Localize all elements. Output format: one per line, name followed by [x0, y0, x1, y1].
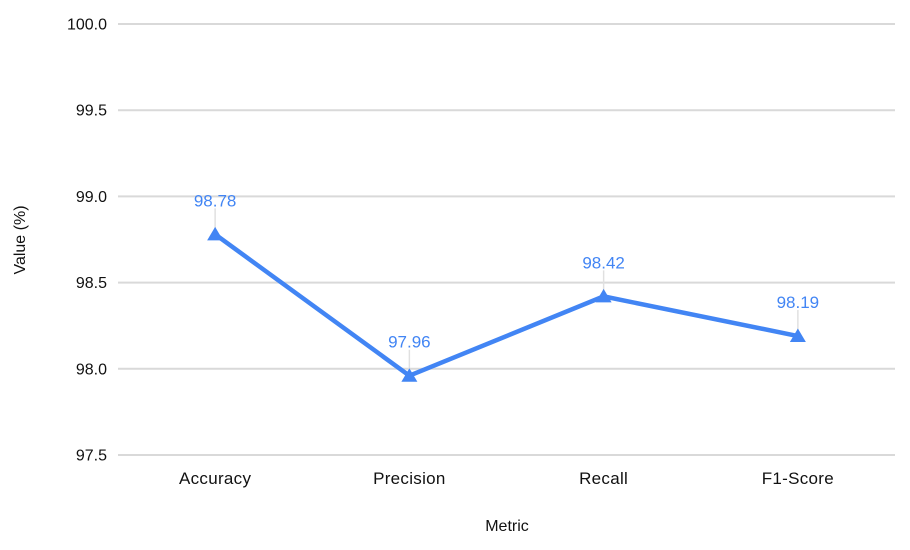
- x-tick-label: F1-Score: [762, 469, 834, 488]
- data-point-marker: [789, 328, 806, 343]
- data-point-label: 98.19: [777, 293, 820, 312]
- y-tick-label: 98.5: [76, 275, 107, 292]
- series-line: [212, 232, 801, 378]
- axis-tick-layer: 100.0 99.5 99.0 98.5 98.0 97.5 Accuracy Precisi…: [67, 17, 834, 489]
- data-point-marker: [401, 368, 418, 382]
- data-point-marker: [207, 226, 224, 241]
- y-tick-label: 100.0: [67, 17, 107, 34]
- data-point-label: 98.78: [194, 191, 237, 210]
- y-tick-label: 99.5: [76, 103, 107, 120]
- x-tick-label: Accuracy: [179, 469, 252, 488]
- series-layer: 98.78 97.96 98.42 98.19: [194, 191, 820, 382]
- data-point-marker: [595, 288, 612, 303]
- x-tick-label: Recall: [579, 469, 628, 488]
- y-tick-label: 98.0: [76, 361, 107, 378]
- y-tick-label: 97.5: [76, 448, 107, 465]
- y-axis-title: Value (%): [12, 205, 29, 274]
- x-axis-title: Metric: [485, 518, 529, 535]
- label-leader-layer: [214, 208, 799, 372]
- data-point-label: 98.42: [582, 253, 625, 272]
- gridline-layer: [118, 23, 895, 456]
- y-tick-label: 99.0: [76, 189, 107, 206]
- x-tick-label: Precision: [373, 469, 446, 488]
- data-point-label: 97.96: [388, 333, 431, 352]
